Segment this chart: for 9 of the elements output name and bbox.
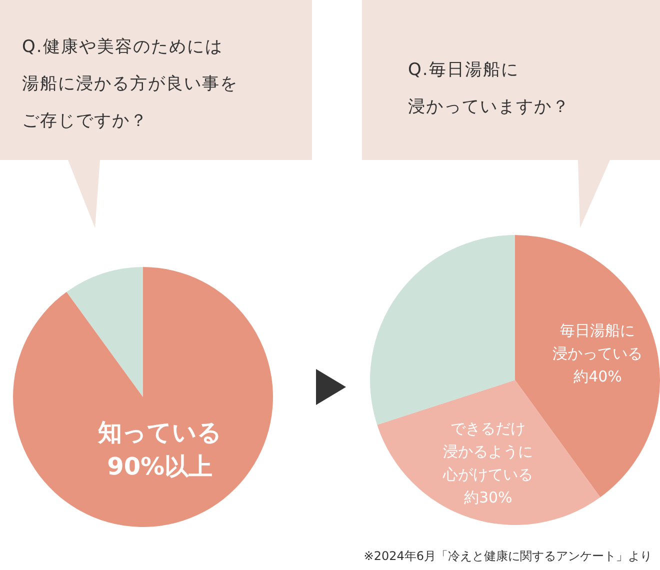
data-label: 90%以上 — [107, 452, 213, 480]
chart-title: Q.毎日湯船に浸かっていますか？ — [408, 60, 570, 117]
data-label: 約30% — [464, 488, 512, 506]
text: ※2024年6月「冷えと健康に関するアンケート」より — [364, 549, 652, 563]
data-label: 約40% — [574, 367, 622, 386]
slice-label: できるだけ浸かるように心がけている — [442, 419, 534, 484]
chart-title: Q.健康や美容のためには湯船に浸かる方が良い事をご存じですか？ — [22, 37, 238, 131]
slice-label: 毎日湯船に浸かっている — [552, 321, 643, 362]
slice-label: 知っている — [96, 418, 222, 446]
